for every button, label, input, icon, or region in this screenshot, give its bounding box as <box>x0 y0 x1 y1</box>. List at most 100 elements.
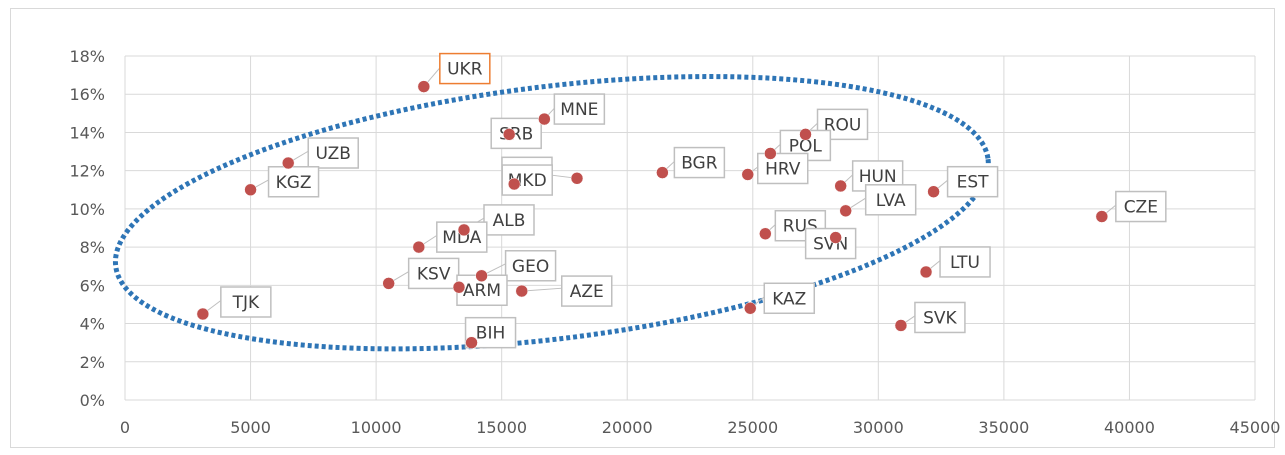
data-label-lva: LVA <box>845 184 917 216</box>
data-label-text: KGZ <box>276 173 312 193</box>
callout-box <box>439 52 491 85</box>
chart-frame <box>10 8 1275 448</box>
x-tick-label: 45000 <box>1230 418 1281 437</box>
point-srb <box>502 128 516 141</box>
point-aze <box>515 284 529 298</box>
data-label-tjk: TJK <box>202 286 272 318</box>
data-label-text: KSV <box>417 264 451 284</box>
y-tick-label: 6% <box>80 276 105 295</box>
data-label-kaz: KAZ <box>749 282 816 315</box>
callout-box <box>946 165 999 198</box>
data-label-text: CZE <box>1124 198 1158 218</box>
callout-box <box>267 166 320 198</box>
data-label-cze: CZE <box>1101 190 1167 223</box>
y-tick-label: 4% <box>80 315 105 334</box>
callout-box <box>939 246 991 278</box>
callout-box <box>1115 190 1167 223</box>
point-lva <box>839 204 852 218</box>
data-label-text: LVA <box>876 191 906 211</box>
callout-box <box>490 117 542 150</box>
point-cze <box>1095 210 1109 223</box>
point-kaz <box>744 302 757 315</box>
data-label-text: SVK <box>923 308 957 328</box>
x-tick-label: 30000 <box>853 418 904 437</box>
x-tick-label: 20000 <box>602 418 653 437</box>
data-label-text: MNE <box>560 100 598 120</box>
data-label-text: EST <box>957 173 990 193</box>
data-points <box>196 80 1109 349</box>
callout-box <box>804 227 857 260</box>
point-mne <box>538 112 551 126</box>
data-label-mkd: MKD <box>501 164 553 196</box>
point-svn <box>829 231 842 244</box>
x-tick-label: 0 <box>120 418 130 437</box>
y-tick-label: 18% <box>69 47 105 66</box>
data-label-text: HUN <box>859 167 897 187</box>
y-tick-label: 8% <box>80 238 105 257</box>
point-ukr <box>417 80 431 93</box>
x-tick-label: 25000 <box>727 418 778 437</box>
callout-box <box>561 275 613 307</box>
data-label-srb: SRB <box>490 117 542 150</box>
point-alb <box>457 223 471 237</box>
x-tick-label: 5000 <box>230 418 271 437</box>
y-tick-label: 2% <box>80 353 105 372</box>
point-rou <box>799 128 812 141</box>
x-tick-label: 40000 <box>1104 418 1155 437</box>
callout-box <box>553 93 606 125</box>
data-label-arm: ARM <box>456 274 508 306</box>
data-label-text: ROU <box>824 115 862 135</box>
data-label-kgz: KGZ <box>250 166 320 198</box>
point-bih <box>465 336 478 349</box>
point-mda <box>412 240 426 254</box>
data-label-text: UZB <box>315 144 350 164</box>
point-uzb <box>281 156 295 170</box>
data-label-est: EST <box>933 165 999 198</box>
callout-box <box>501 164 553 196</box>
data-label-bgr: BGR <box>662 146 726 179</box>
point-est <box>927 185 940 198</box>
callout-box <box>757 152 809 185</box>
data-label-mne: MNE <box>543 93 606 125</box>
data-label-text: MDA <box>442 228 481 248</box>
point-hun <box>834 179 847 193</box>
data-label-text: AZE <box>570 282 604 302</box>
data-label-text: TJK <box>232 293 260 313</box>
data-label-text: LTU <box>950 253 980 273</box>
point-arm <box>452 280 466 294</box>
data-label-alb: ALB <box>463 204 535 236</box>
y-tick-label: 16% <box>69 85 105 104</box>
point-hrv <box>741 168 755 181</box>
data-label-ksv: KSV <box>388 257 460 290</box>
callout-box <box>763 282 816 315</box>
data-label-text: GEO <box>512 257 549 277</box>
data-label-text: POL <box>789 136 823 156</box>
data-label-svk: SVK <box>900 301 966 334</box>
data-label-text: BIH <box>476 324 505 344</box>
point-bgr <box>656 166 669 179</box>
data-label-aze: AZE <box>521 275 613 307</box>
callout-box <box>914 301 966 334</box>
point-svk <box>894 319 908 332</box>
callout-box <box>864 184 917 216</box>
callout-box <box>307 137 359 169</box>
data-label-uzb: UZB <box>287 137 359 169</box>
point-ksv <box>382 277 395 290</box>
point-mkd <box>507 177 521 191</box>
point-geo <box>475 269 488 283</box>
data-label-geo: GEO <box>481 250 557 282</box>
data-label-bih: BIH <box>464 316 517 349</box>
y-tick-label: 12% <box>69 162 105 181</box>
data-labels: UKRMNESRBROUPOLUZBBGRHRVBLRMKDHUNKGZESTL… <box>202 52 1167 349</box>
data-label-mda: MDA <box>418 221 488 253</box>
y-tick-label: 0% <box>80 391 105 410</box>
callout-box <box>220 286 272 318</box>
x-tick-label: 35000 <box>978 418 1029 437</box>
callout-box <box>504 250 557 282</box>
point-rus <box>759 227 772 240</box>
highlight-ellipse-layer <box>112 74 991 352</box>
callout-box <box>464 316 517 349</box>
gridlines <box>124 55 1256 401</box>
data-label-text: KAZ <box>772 289 806 309</box>
data-label-text: UKR <box>447 60 483 80</box>
